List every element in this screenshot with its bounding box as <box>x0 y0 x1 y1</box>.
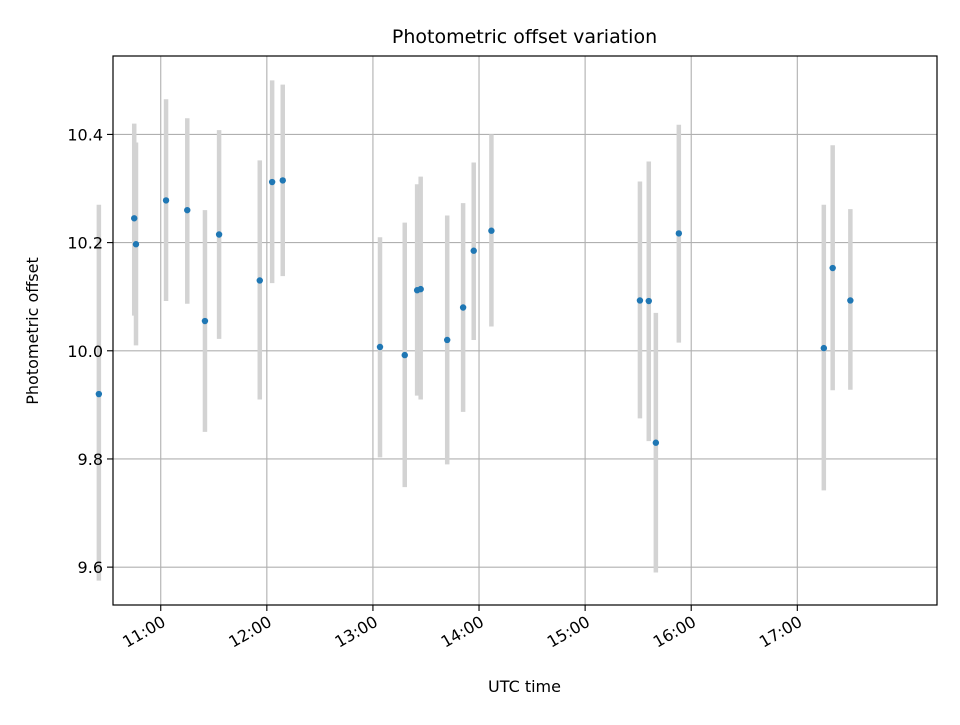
y-tick-label: 10.4 <box>67 125 103 144</box>
data-point <box>459 304 467 311</box>
data-point <box>443 336 451 344</box>
data-point <box>215 231 223 238</box>
data-point <box>820 344 828 352</box>
data-points <box>95 177 854 446</box>
data-point <box>162 197 170 204</box>
y-axis-ticks: 9.6 9.8 10.0 10.2 10.4 <box>67 125 113 577</box>
data-point <box>829 264 836 272</box>
data-point <box>417 285 424 293</box>
y-tick-label: 10.0 <box>67 342 103 361</box>
y-tick-label: 9.6 <box>78 558 103 577</box>
data-point <box>470 247 477 254</box>
data-point <box>401 351 408 359</box>
data-point <box>184 206 191 214</box>
data-point <box>131 215 138 222</box>
chart-title: Photometric offset variation <box>392 26 657 48</box>
data-point <box>675 230 683 237</box>
data-point <box>256 277 263 284</box>
data-point <box>488 227 495 234</box>
data-point <box>376 343 384 351</box>
data-point <box>652 439 660 446</box>
x-axis-label: UTC time <box>488 677 561 696</box>
data-point <box>847 297 854 304</box>
data-point <box>645 297 652 305</box>
plot-frame <box>112 55 938 606</box>
grid <box>113 56 937 605</box>
data-point <box>636 297 644 304</box>
y-tick-label: 10.2 <box>67 234 103 253</box>
data-point <box>268 178 276 186</box>
y-tick-label: 9.8 <box>78 450 103 469</box>
data-point <box>132 241 140 248</box>
data-point <box>201 317 209 325</box>
data-point <box>95 390 103 398</box>
data-point <box>279 177 286 184</box>
y-axis-label: Photometric offset <box>23 257 42 405</box>
